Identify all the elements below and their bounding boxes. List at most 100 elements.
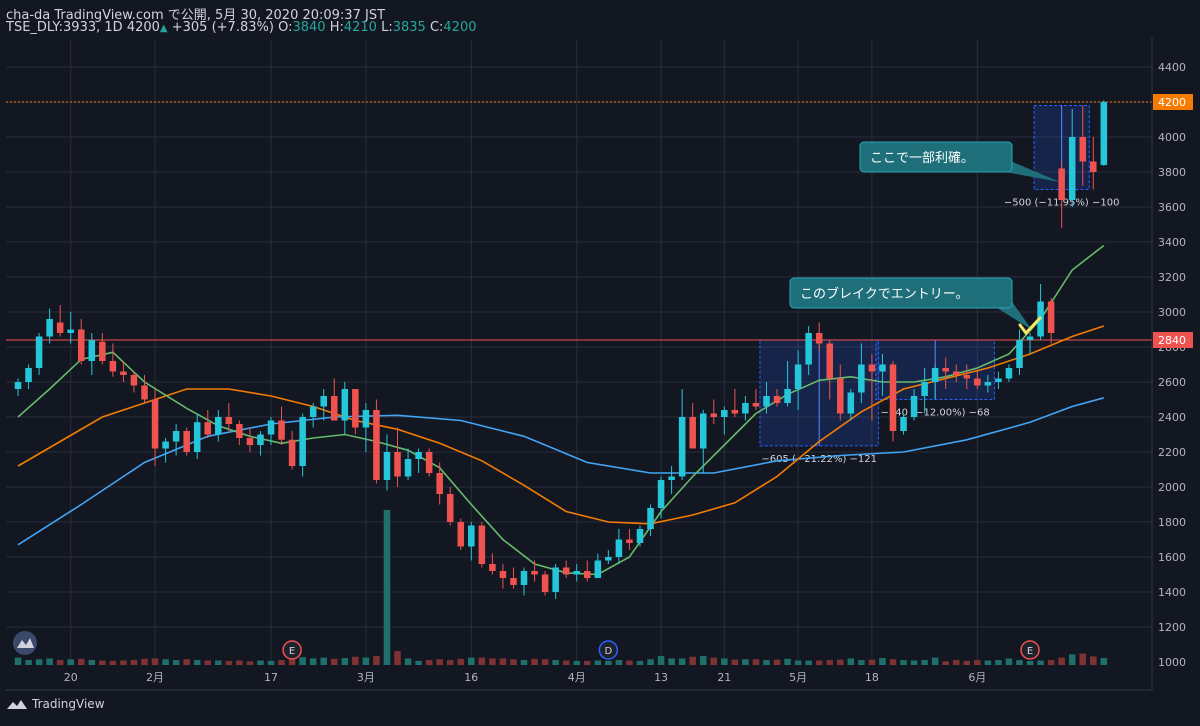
candle-body <box>689 417 696 449</box>
volume-bar <box>520 660 528 665</box>
candle <box>858 343 865 403</box>
event-marker-label: D <box>605 646 613 657</box>
volume-bar <box>320 657 327 665</box>
candle <box>826 340 834 400</box>
candle-body <box>794 364 802 389</box>
candle <box>647 504 654 536</box>
candle <box>383 434 391 491</box>
candle <box>404 448 412 480</box>
candle-body <box>931 368 939 382</box>
candle <box>236 420 243 445</box>
candle-body <box>236 424 243 438</box>
volume-bar <box>468 657 475 665</box>
candle <box>77 319 85 365</box>
price-tick-label: 4000 <box>1158 131 1186 144</box>
candle-body <box>14 382 22 389</box>
volume-bar <box>478 657 486 665</box>
candle-body <box>742 403 749 414</box>
candle-body <box>288 439 296 466</box>
candle <box>742 396 749 421</box>
candle-body <box>1068 137 1076 200</box>
volume-bar <box>415 660 422 665</box>
header-ohlc: TSE_DLY:3933, 1D 4200▲ +305 (+7.83%) O:3… <box>6 20 477 35</box>
price-tick-label: 2400 <box>1158 411 1186 424</box>
volume-bar <box>14 657 22 665</box>
volume-bar <box>373 655 380 665</box>
symbol-label[interactable]: TSE_DLY:3933, 1D <box>6 20 123 35</box>
price-tick-label: 3800 <box>1158 166 1186 179</box>
volume-bar <box>963 660 971 665</box>
time-tick-label: 18 <box>865 671 879 684</box>
candle <box>1068 109 1076 207</box>
candle-body <box>383 452 391 480</box>
candle <box>805 326 812 375</box>
candle <box>731 389 739 417</box>
candle-body <box>489 564 496 571</box>
candle <box>952 364 960 382</box>
volume-bar <box>826 660 834 665</box>
candle-body <box>267 420 275 435</box>
volume-bar <box>35 659 43 665</box>
candle <box>752 389 760 410</box>
volume-bar <box>1068 654 1076 665</box>
candle-body <box>847 392 855 414</box>
volume-bar <box>215 660 222 665</box>
candle <box>552 564 559 599</box>
candle <box>14 378 22 396</box>
volume-bar <box>120 660 127 665</box>
candle <box>668 466 675 494</box>
footer-brand[interactable]: TradingView <box>6 697 105 711</box>
volume-bar <box>1037 660 1044 665</box>
candle-body <box>952 371 960 375</box>
candle-body <box>246 438 254 445</box>
annotation-text: ここで一部利確。 <box>870 150 974 166</box>
volume-bar <box>541 659 549 665</box>
volume-bar <box>172 660 180 665</box>
annotation-box <box>789 277 1013 309</box>
candle-body <box>562 567 570 575</box>
annotation-text: このブレイクでエントリー。 <box>800 286 969 302</box>
volume-bar <box>425 660 433 665</box>
candle <box>415 448 422 473</box>
check-mark-icon <box>1018 316 1042 336</box>
candle-body <box>531 571 538 575</box>
candle <box>162 438 169 463</box>
candle-body <box>974 378 981 386</box>
candle <box>520 567 528 596</box>
candle-body <box>56 322 64 333</box>
candle-body <box>457 522 465 547</box>
volume-bar <box>141 658 148 665</box>
volume-bar <box>995 660 1002 665</box>
volume-bar <box>984 660 992 665</box>
volume-bar <box>879 658 886 665</box>
candle-body <box>330 396 338 421</box>
candle-body <box>889 364 897 431</box>
candle <box>373 399 380 484</box>
candle <box>689 403 696 449</box>
candle-body <box>879 364 886 372</box>
candle <box>1047 298 1055 344</box>
candle <box>710 399 718 424</box>
earnings-event-marker <box>282 640 302 660</box>
candle-body <box>172 431 180 442</box>
candle-body <box>647 508 654 529</box>
volume-bar <box>193 660 201 665</box>
volume-bar <box>974 660 981 665</box>
candle-body <box>130 375 138 386</box>
candle <box>974 371 981 389</box>
candle <box>541 571 549 596</box>
candle-body <box>35 336 43 368</box>
header-published: cha-da TradingView.com で公開, 5月 30, 2020 … <box>6 4 385 23</box>
volume-bar <box>330 658 338 665</box>
volume-bar <box>921 660 928 665</box>
price-tick-label: 2600 <box>1158 376 1186 389</box>
candle-body <box>573 571 580 575</box>
measure-range-label: −605 (−21.22%) −121 <box>761 454 877 465</box>
candle <box>183 427 190 456</box>
volume-bar <box>1100 658 1108 665</box>
volume-bar <box>837 659 844 665</box>
volume-bar <box>794 660 802 665</box>
tradingview-logo-icon <box>7 700 27 709</box>
candle <box>699 410 707 473</box>
